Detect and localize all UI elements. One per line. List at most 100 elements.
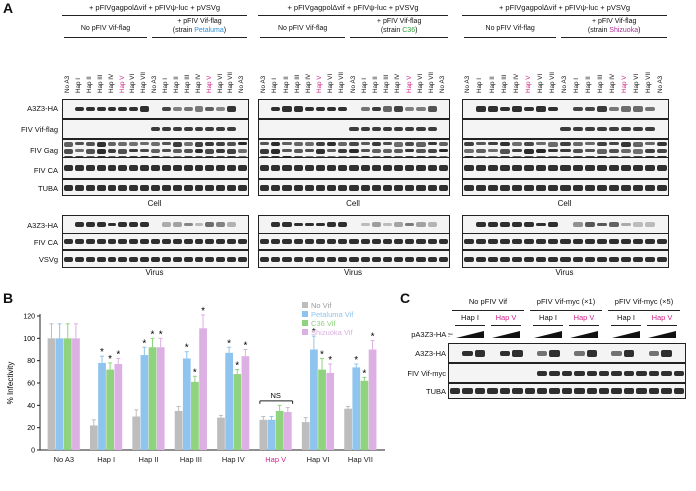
protein-band [304, 222, 314, 227]
lane-label: Hap VI [633, 73, 641, 93]
blot-strip [462, 99, 669, 119]
protein-band [488, 165, 499, 171]
protein-band [549, 388, 560, 394]
protein-band [438, 256, 448, 262]
blot-strip [258, 99, 450, 119]
legend-swatch [302, 302, 308, 308]
protein-band [500, 221, 511, 228]
protein-band [524, 106, 535, 112]
gag-band [644, 149, 655, 153]
protein-band [194, 239, 204, 244]
protein-band [118, 184, 128, 191]
protein-band [360, 222, 370, 227]
gag-band [596, 149, 607, 154]
protein-band [450, 388, 461, 394]
protein-band [416, 165, 426, 171]
gag-band [315, 149, 326, 154]
blot-row-label: A3Z3-HA [27, 104, 58, 113]
gag-band [216, 142, 226, 147]
protein-band [194, 127, 204, 131]
c-row-label: TUBA [425, 387, 446, 396]
panel-label-a: A [3, 0, 14, 16]
gag-band [394, 149, 404, 153]
strain-suffix: ) [638, 27, 641, 34]
c-group-label: pFIV Vif-myc (×1) [536, 297, 596, 306]
c-group-rule [452, 310, 524, 311]
protein-band [611, 350, 622, 356]
protein-band [271, 256, 281, 262]
gag-band [608, 142, 619, 146]
gag-band [596, 142, 607, 146]
legend-label: Petaluma Vif [311, 310, 354, 319]
protein-band [172, 126, 182, 132]
strain-name: Shizuoka [609, 27, 639, 34]
c-hap-rule [611, 325, 641, 326]
header-rule [258, 15, 448, 16]
protein-band [596, 239, 607, 244]
protein-band [216, 256, 226, 262]
protein-band [536, 256, 547, 262]
protein-band [632, 221, 643, 228]
lane-label: Hap IV [304, 73, 312, 93]
gag-band [427, 149, 437, 154]
protein-band [561, 370, 573, 376]
significance-star: * [354, 355, 358, 366]
legend-label: Shizuoka Vif [311, 328, 353, 337]
protein-band [644, 165, 655, 171]
protein-band [620, 184, 631, 191]
protein-band [636, 370, 647, 376]
protein-band [512, 239, 523, 244]
protein-band [560, 127, 571, 131]
gag-band [172, 149, 182, 154]
protein-band [216, 184, 226, 191]
bar [72, 338, 80, 450]
protein-band [194, 222, 204, 227]
protein-band [293, 256, 303, 262]
protein-band [205, 184, 215, 191]
lane-label: Hap VI [536, 73, 544, 93]
strain-name: Petaluma [194, 27, 224, 34]
protein-band [85, 222, 95, 227]
protein-band [107, 239, 117, 244]
protein-band [611, 370, 622, 376]
bar [275, 410, 284, 450]
y-tick-label: 100 [23, 336, 35, 343]
protein-band [512, 222, 523, 227]
protein-band [548, 222, 559, 227]
gag-band [118, 149, 128, 154]
protein-band [476, 256, 487, 262]
protein-band [327, 165, 337, 171]
gag-band [194, 149, 204, 153]
protein-band [438, 165, 448, 171]
gag-band [427, 142, 437, 146]
protein-band [85, 184, 95, 191]
protein-band [462, 388, 473, 394]
blot-strip [258, 119, 450, 139]
protein-band [107, 222, 117, 227]
protein-band [74, 222, 84, 227]
protein-band [74, 184, 84, 191]
protein-band [673, 370, 684, 376]
c-group-rule [530, 310, 602, 311]
protein-band [205, 222, 215, 227]
protein-band [648, 370, 660, 376]
protein-band [512, 106, 523, 112]
lane-label: Hap V [118, 75, 126, 93]
lane-label: Hap VI [327, 73, 335, 93]
protein-band [382, 165, 393, 171]
lane-label: Hap V [621, 75, 629, 93]
gag-band [500, 149, 511, 154]
gag-band [227, 142, 237, 146]
c-hap-label: Hap V [495, 313, 517, 322]
protein-band [382, 256, 393, 262]
blot-strip [62, 215, 249, 234]
protein-band [536, 165, 547, 171]
gag-band [282, 142, 292, 146]
protein-band [96, 239, 106, 244]
protein-band [282, 221, 292, 228]
vif-label: + pFIV Vif-flag [177, 18, 222, 25]
protein-band [405, 239, 415, 244]
protein-band [118, 165, 128, 171]
protein-band [161, 222, 171, 227]
vif-label: + pFIV Vif-flag [376, 18, 422, 25]
